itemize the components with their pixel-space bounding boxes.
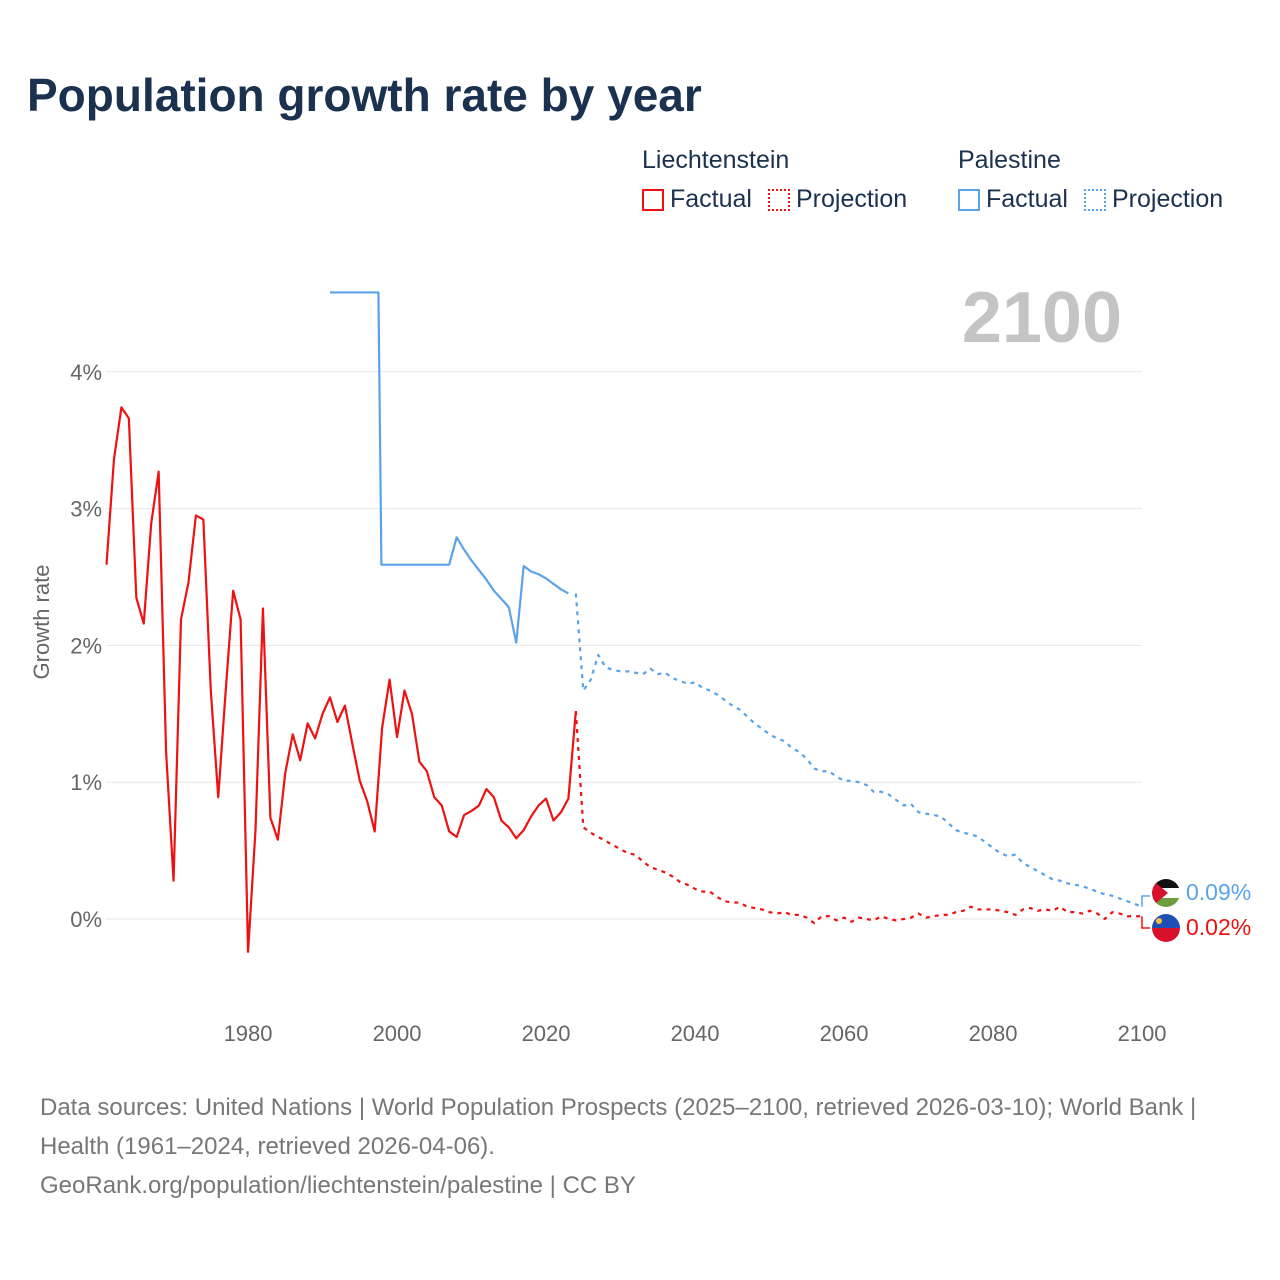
x-tick-label: 2100 [1118,1021,1167,1046]
x-tick-label: 2060 [820,1021,869,1046]
year-watermark: 2100 [962,278,1122,358]
y-tick-label: 4% [70,360,102,385]
legend-item-liechtenstein-projection[interactable]: Projection [767,185,908,214]
legend-label: Projection [1111,185,1224,213]
series-line-liechtenstein-factual [105,406,577,953]
x-tick-label: 2080 [969,1021,1018,1046]
legend-palestine: Palestine Factual Projection [958,146,1223,214]
solid-swatch-icon [642,188,664,211]
legend-label: Projection [795,185,908,213]
series-line-palestine-projection [574,593,1143,908]
legend-label: Factual [670,185,752,213]
legend-label: Factual [986,185,1068,213]
dotted-swatch-icon [1083,188,1106,211]
x-tick-label: 2040 [671,1021,720,1046]
palestine-flag-icon [1152,879,1180,907]
legend-item-liechtenstein-factual[interactable]: Factual [642,185,752,214]
legend-group-name: Palestine [958,146,1061,174]
legend-liechtenstein: Liechtenstein Factual Projection [642,146,907,214]
end-connector [1141,916,1150,929]
x-tick-label: 2000 [373,1021,422,1046]
y-tick-label: 3% [70,497,102,522]
data-sources: Data sources: United Nations | World Pop… [40,1094,1197,1160]
liechtenstein-flag-icon [1152,914,1180,942]
legend-item-palestine-factual[interactable]: Factual [958,185,1068,214]
end-label-palestine: 0.09% [1186,879,1251,905]
legend-item-palestine-projection[interactable]: Projection [1083,185,1224,214]
credit-link[interactable]: GeoRank.org/population/liechtenstein/pal… [40,1172,636,1199]
y-tick-label: 1% [70,770,102,795]
x-tick-label: 1980 [224,1021,273,1046]
end-connector [1141,895,1150,907]
legend-group-name: Liechtenstein [642,146,790,174]
end-label-liechtenstein: 0.02% [1186,914,1251,940]
dotted-swatch-icon [767,188,790,211]
footer: Data sources: United Nations | World Pop… [40,1088,1240,1205]
series-line-palestine-factual [330,291,569,644]
chart-title: Population growth rate by year [27,69,702,121]
y-tick-label: 0% [70,907,102,932]
series-line-liechtenstein-projection [574,710,1143,925]
y-tick-label: 2% [70,633,102,658]
solid-swatch-icon [958,188,980,211]
x-tick-label: 2020 [522,1021,571,1046]
